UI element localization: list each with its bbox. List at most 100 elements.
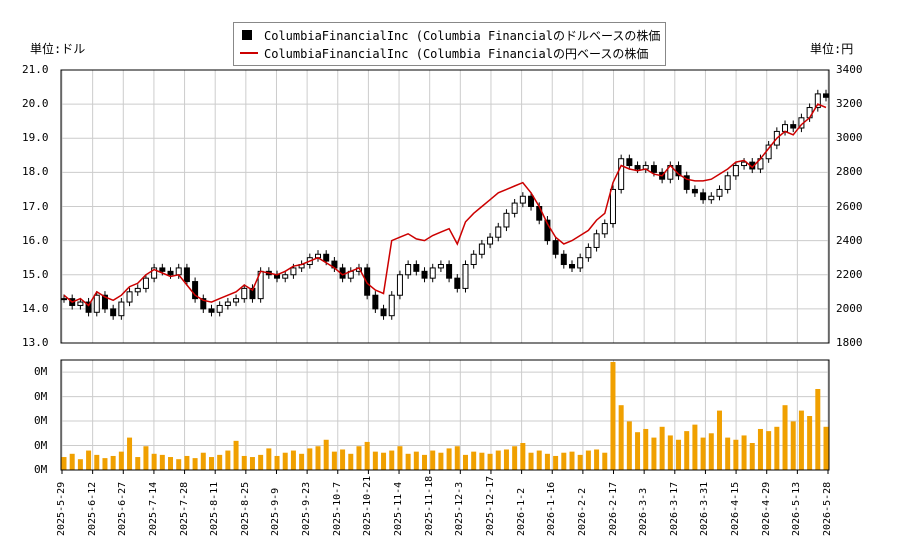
right-tick-label: 2600 bbox=[836, 199, 863, 213]
volume-bar bbox=[348, 453, 354, 470]
candle-body bbox=[282, 274, 289, 279]
candle-legend-swatch bbox=[242, 30, 252, 40]
candle-body bbox=[790, 124, 797, 129]
candle-body bbox=[241, 287, 248, 300]
volume-bar bbox=[577, 454, 583, 470]
volume-bar bbox=[823, 426, 829, 470]
left-tick-label: 14.0 bbox=[22, 301, 49, 315]
candle-body bbox=[364, 267, 371, 296]
volume-bars bbox=[61, 362, 829, 470]
volume-bar bbox=[405, 453, 411, 470]
volume-bar bbox=[258, 454, 264, 470]
volume-bar bbox=[708, 433, 714, 470]
x-tick-label: 2025-8-11 bbox=[209, 481, 221, 536]
candle-body bbox=[700, 192, 707, 201]
volume-bar bbox=[602, 452, 608, 470]
candle-body bbox=[61, 298, 67, 301]
volume-bar bbox=[585, 450, 591, 470]
left-tick-label: 13.0 bbox=[22, 336, 49, 349]
candle-body bbox=[782, 124, 789, 132]
volume-bar bbox=[684, 431, 690, 470]
volume-bar bbox=[143, 446, 149, 470]
volume-bar bbox=[807, 416, 813, 470]
volume-bar bbox=[282, 452, 288, 470]
candle-body bbox=[823, 93, 829, 98]
volume-bar bbox=[569, 451, 575, 470]
volume-bar bbox=[438, 452, 444, 470]
volume-bar bbox=[389, 450, 395, 470]
right-tick-label: 2400 bbox=[836, 233, 863, 247]
volume-bar bbox=[635, 432, 641, 470]
volume-bar bbox=[471, 451, 477, 470]
candle-body bbox=[528, 195, 535, 207]
volume-bar bbox=[381, 452, 387, 470]
gridlines bbox=[61, 69, 829, 471]
price-candles bbox=[61, 89, 829, 320]
candle-body bbox=[544, 219, 551, 242]
candle-body bbox=[601, 223, 608, 235]
volume-bar bbox=[454, 446, 460, 470]
volume-bar bbox=[749, 443, 755, 470]
candle-body bbox=[380, 308, 387, 317]
volume-bar bbox=[422, 454, 428, 470]
candle-body bbox=[691, 188, 698, 194]
candle-body bbox=[200, 298, 207, 310]
left-tick-label: 20.0 bbox=[22, 97, 49, 111]
volume-bar bbox=[561, 452, 567, 470]
volume-bar bbox=[176, 459, 182, 470]
candle-body bbox=[323, 253, 330, 262]
candle-body bbox=[618, 158, 625, 190]
volume-bar bbox=[372, 451, 378, 470]
volume-bar bbox=[503, 449, 509, 470]
right-tick-label: 2000 bbox=[836, 301, 863, 315]
x-tick-label: 2026-3-31 bbox=[699, 481, 711, 536]
chart-legend: ColumbiaFinancialInc (Columbia Financial… bbox=[233, 22, 666, 66]
x-tick-label: 2026-4-15 bbox=[730, 481, 742, 536]
volume-bar bbox=[430, 450, 436, 470]
volume-bar bbox=[356, 446, 362, 470]
x-tick-label: 2025-6-12 bbox=[86, 481, 98, 536]
candle-body bbox=[429, 267, 436, 279]
candle-body bbox=[478, 243, 485, 255]
x-tick-label: 2025-10-21 bbox=[362, 475, 374, 536]
candle-body bbox=[118, 301, 125, 317]
volume-bar bbox=[241, 455, 247, 470]
volume-bar bbox=[626, 421, 632, 470]
volume-bar bbox=[77, 459, 83, 470]
volume-bar bbox=[495, 450, 501, 470]
candle-body bbox=[634, 165, 641, 170]
volume-bar bbox=[815, 389, 821, 470]
volume-bar bbox=[766, 431, 772, 470]
volume-bar bbox=[594, 449, 600, 470]
volume-bar bbox=[520, 443, 526, 470]
volume-bar bbox=[110, 455, 116, 470]
x-tick-label: 2026-4-29 bbox=[760, 481, 772, 536]
x-tick-label: 2026-3-17 bbox=[668, 481, 680, 536]
candle-body bbox=[437, 264, 444, 269]
candle-body bbox=[159, 267, 166, 272]
x-tick-label: 2026-3-3 bbox=[638, 487, 650, 536]
volume-bar bbox=[151, 453, 157, 470]
x-tick-label: 2025-10-7 bbox=[331, 481, 343, 536]
x-tick-label: 2026-2-17 bbox=[607, 481, 619, 536]
right-tick-label: 3200 bbox=[836, 97, 863, 111]
x-tick-label: 2026-2-2 bbox=[576, 487, 588, 536]
yen-price-line bbox=[63, 103, 827, 307]
x-tick-label: 2025-7-14 bbox=[147, 481, 159, 536]
volume-bar bbox=[643, 428, 649, 470]
x-tick-label: 2026-5-28 bbox=[822, 481, 833, 536]
volume-bar bbox=[659, 426, 665, 470]
left-tick-label: 15.0 bbox=[22, 267, 49, 281]
volume-bar bbox=[618, 405, 624, 470]
right-tick-label: 3000 bbox=[836, 131, 863, 145]
line-legend-swatch bbox=[240, 52, 258, 54]
x-tick-label: 2025-11-18 bbox=[423, 475, 435, 536]
candle-body bbox=[101, 294, 108, 310]
volume-bar bbox=[741, 435, 747, 470]
right-tick-label: 1800 bbox=[836, 336, 863, 349]
volume-bar bbox=[61, 457, 67, 470]
candle-body bbox=[372, 294, 379, 310]
volume-bar bbox=[790, 421, 796, 470]
candle-body bbox=[470, 253, 477, 266]
volume-bar bbox=[323, 439, 329, 470]
